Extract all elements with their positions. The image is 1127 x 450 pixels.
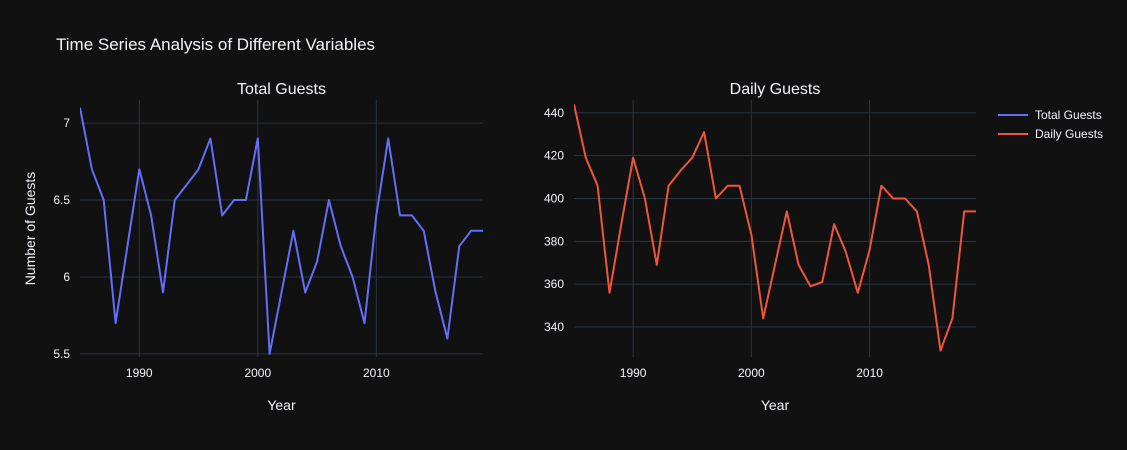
x-tick-label: 2000 bbox=[738, 366, 765, 380]
legend-label: Total Guests bbox=[1035, 108, 1102, 122]
x-axis-title: Year bbox=[761, 397, 790, 413]
subplot-1: 1990 2000 2010 5.5 6 6.5 7 Total Guests Year Numb… bbox=[22, 81, 483, 413]
y-tick-label: 6 bbox=[63, 270, 70, 284]
series-line-total-guests[interactable] bbox=[80, 107, 483, 355]
chart-title: Time Series Analysis of Different Variab… bbox=[56, 35, 375, 54]
y-tick-label: 6.5 bbox=[53, 193, 70, 207]
subplot-title: Total Guests bbox=[237, 81, 326, 98]
y-tick-label: 340 bbox=[544, 320, 564, 334]
x-tick-label: 2000 bbox=[244, 366, 271, 380]
y-tick-label: 7 bbox=[63, 116, 70, 130]
legend-label: Daily Guests bbox=[1035, 127, 1103, 141]
legend-item-daily-guests[interactable]: Daily Guests bbox=[998, 127, 1103, 141]
y-axis-title: Number of Guests bbox=[22, 172, 38, 286]
y-tick-label: 440 bbox=[544, 106, 564, 120]
y-tick-label: 400 bbox=[544, 192, 564, 206]
y-tick-label: 5.5 bbox=[53, 347, 70, 361]
subplots: 1990 2000 2010 5.5 6 6.5 7 Total Guests Year Numb… bbox=[22, 81, 976, 413]
series-line-daily-guests[interactable] bbox=[574, 104, 976, 352]
x-tick-label: 1990 bbox=[126, 366, 153, 380]
y-tick-label: 420 bbox=[544, 149, 564, 163]
x-tick-label: 2010 bbox=[856, 366, 883, 380]
x-tick-label: 1990 bbox=[620, 366, 647, 380]
subplot-title: Daily Guests bbox=[730, 81, 821, 98]
y-tick-label: 360 bbox=[544, 277, 564, 291]
x-tick-label: 2010 bbox=[363, 366, 390, 380]
x-axis-title: Year bbox=[267, 397, 296, 413]
y-tick-label: 380 bbox=[544, 234, 564, 248]
legend[interactable]: Total Guests Daily Guests bbox=[998, 108, 1103, 141]
subplot-2: 1990 2000 2010 340 360 380 400 420 440 Daily Gues… bbox=[544, 81, 976, 413]
legend-item-total-guests[interactable]: Total Guests bbox=[998, 108, 1102, 122]
